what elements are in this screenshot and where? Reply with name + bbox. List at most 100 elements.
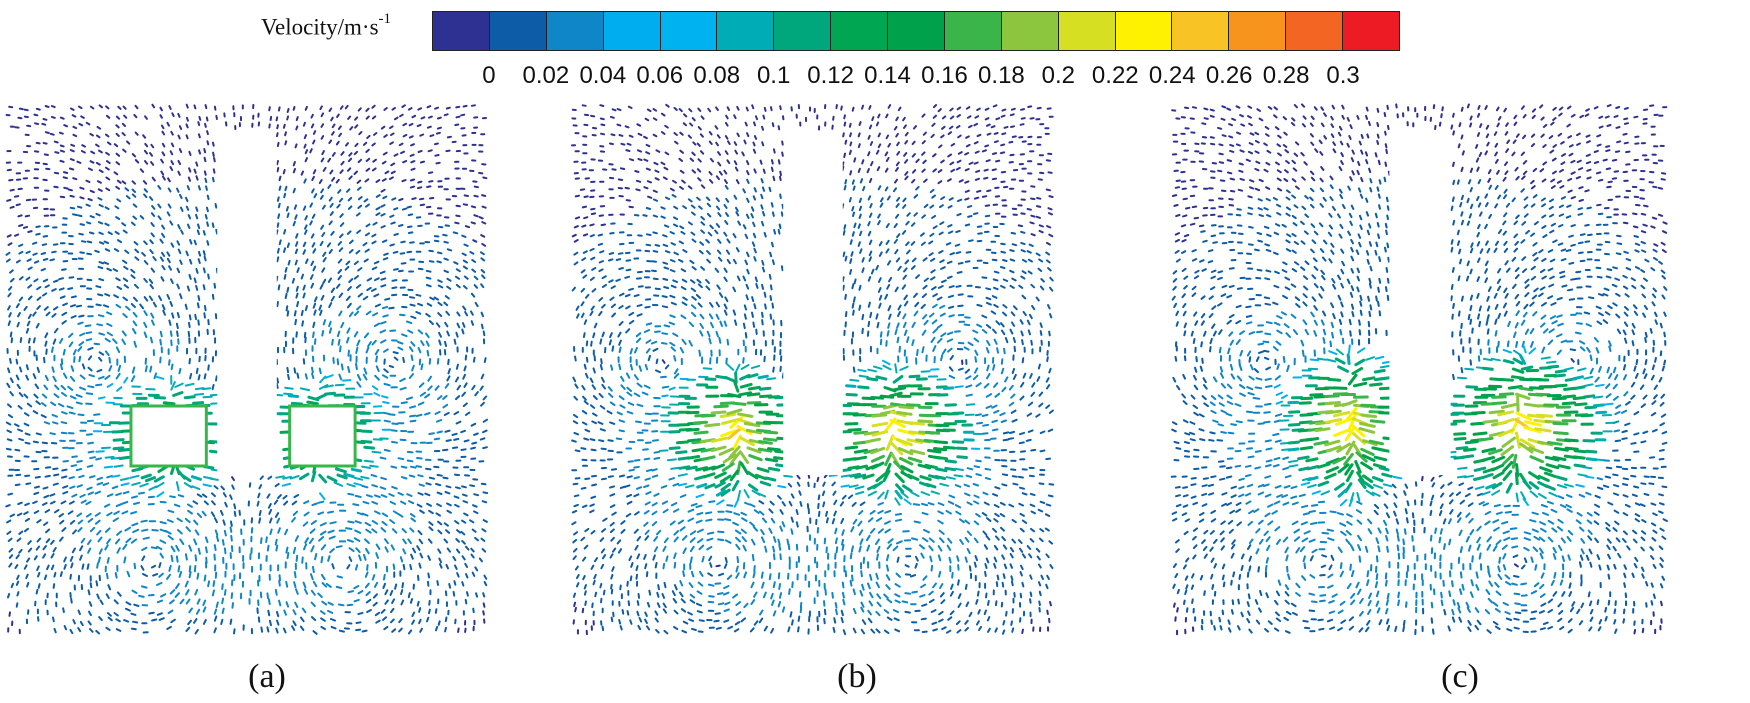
velocity-vector <box>921 140 926 145</box>
velocity-vector <box>709 562 713 568</box>
velocity-vector <box>677 519 685 525</box>
velocity-vector <box>993 504 1000 508</box>
velocity-vector <box>956 106 962 111</box>
velocity-vector <box>698 249 704 255</box>
velocity-vector <box>94 512 101 517</box>
velocity-vector <box>371 528 378 534</box>
velocity-vector <box>855 491 865 495</box>
velocity-vector <box>41 122 47 126</box>
velocity-vector <box>122 277 129 282</box>
velocity-vector <box>689 530 697 536</box>
velocity-vector <box>67 385 74 391</box>
velocity-vector <box>294 214 298 220</box>
colorbar-tick-label: 0.14 <box>864 62 911 89</box>
velocity-vector <box>179 293 183 300</box>
velocity-vector <box>894 513 903 516</box>
colorbar-cell <box>944 12 1002 50</box>
velocity-vector <box>697 302 703 308</box>
velocity-vector <box>902 197 907 203</box>
velocity-vector <box>481 500 488 504</box>
velocity-vector <box>418 562 422 569</box>
velocity-vector <box>62 490 69 495</box>
velocity-vector <box>363 258 369 263</box>
velocity-vector <box>849 579 853 587</box>
velocity-vector <box>402 563 406 571</box>
velocity-vector <box>633 459 641 462</box>
velocity-vector <box>936 337 943 344</box>
velocity-vector <box>428 320 434 325</box>
velocity-vector <box>321 600 328 606</box>
velocity-vector <box>777 600 782 608</box>
velocity-vector <box>848 484 859 488</box>
velocity-vector <box>727 140 731 145</box>
velocity-vector <box>293 494 300 499</box>
velocity-vector <box>894 178 899 184</box>
velocity-vector <box>764 303 767 310</box>
velocity-vector <box>957 579 960 586</box>
colorbar-cell <box>1058 12 1116 50</box>
velocity-vector <box>760 220 765 227</box>
velocity-vector <box>204 536 209 544</box>
velocity-vector <box>398 142 404 147</box>
velocity-vector <box>312 265 317 272</box>
velocity-vector <box>1008 430 1016 434</box>
velocity-vector <box>645 243 652 247</box>
velocity-vector <box>601 303 606 309</box>
velocity-vector <box>1239 114 1244 118</box>
velocity-vector <box>33 491 40 495</box>
velocity-vector <box>921 293 927 299</box>
velocity-vector <box>9 205 15 209</box>
velocity-vector <box>357 267 363 272</box>
velocity-vector <box>618 429 625 433</box>
velocity-vector <box>331 131 335 136</box>
velocity-vector <box>665 555 669 562</box>
velocity-vector <box>170 618 176 624</box>
velocity-vector <box>436 503 442 507</box>
velocity-vector <box>284 292 288 299</box>
velocity-vector <box>266 626 270 633</box>
velocity-vector <box>708 595 715 598</box>
velocity-vector <box>150 319 155 326</box>
velocity-vector <box>913 520 921 524</box>
velocity-vector <box>312 248 317 254</box>
velocity-vector <box>365 591 371 597</box>
velocity-vector <box>743 304 748 311</box>
velocity-vector <box>859 178 864 184</box>
velocity-vector <box>731 401 747 406</box>
velocity-vector <box>79 332 86 337</box>
velocity-vector <box>324 391 336 396</box>
velocity-vector <box>474 536 479 542</box>
velocity-vector <box>169 300 174 307</box>
velocity-vector <box>766 447 781 452</box>
velocity-vector <box>843 185 847 191</box>
velocity-vector <box>44 340 48 347</box>
velocity-vector <box>277 106 281 112</box>
velocity-vector <box>382 314 389 318</box>
velocity-vector <box>964 556 968 563</box>
velocity-vector <box>26 124 32 128</box>
velocity-vector <box>415 293 422 297</box>
velocity-vector <box>212 168 216 174</box>
velocity-vector <box>469 251 475 255</box>
velocity-vector <box>311 242 316 248</box>
velocity-vector <box>930 276 936 281</box>
velocity-vector <box>470 221 476 225</box>
velocity-vector <box>380 204 386 208</box>
velocity-vector <box>763 231 767 238</box>
velocity-vector <box>853 157 857 163</box>
velocity-vector <box>210 492 216 498</box>
velocity-vector <box>130 221 136 226</box>
velocity-vector <box>609 296 615 301</box>
velocity-vector <box>684 484 695 489</box>
velocity-vector <box>320 294 325 301</box>
velocity-vector <box>318 536 325 542</box>
velocity-vector <box>141 528 149 532</box>
velocity-vector <box>353 482 363 487</box>
velocity-vector <box>416 545 421 551</box>
velocity-vector <box>470 292 476 298</box>
velocity-vector <box>607 392 614 398</box>
velocity-vector <box>697 126 702 131</box>
velocity-vector <box>166 625 172 630</box>
velocity-vector <box>188 544 193 552</box>
velocity-vector <box>390 618 395 624</box>
